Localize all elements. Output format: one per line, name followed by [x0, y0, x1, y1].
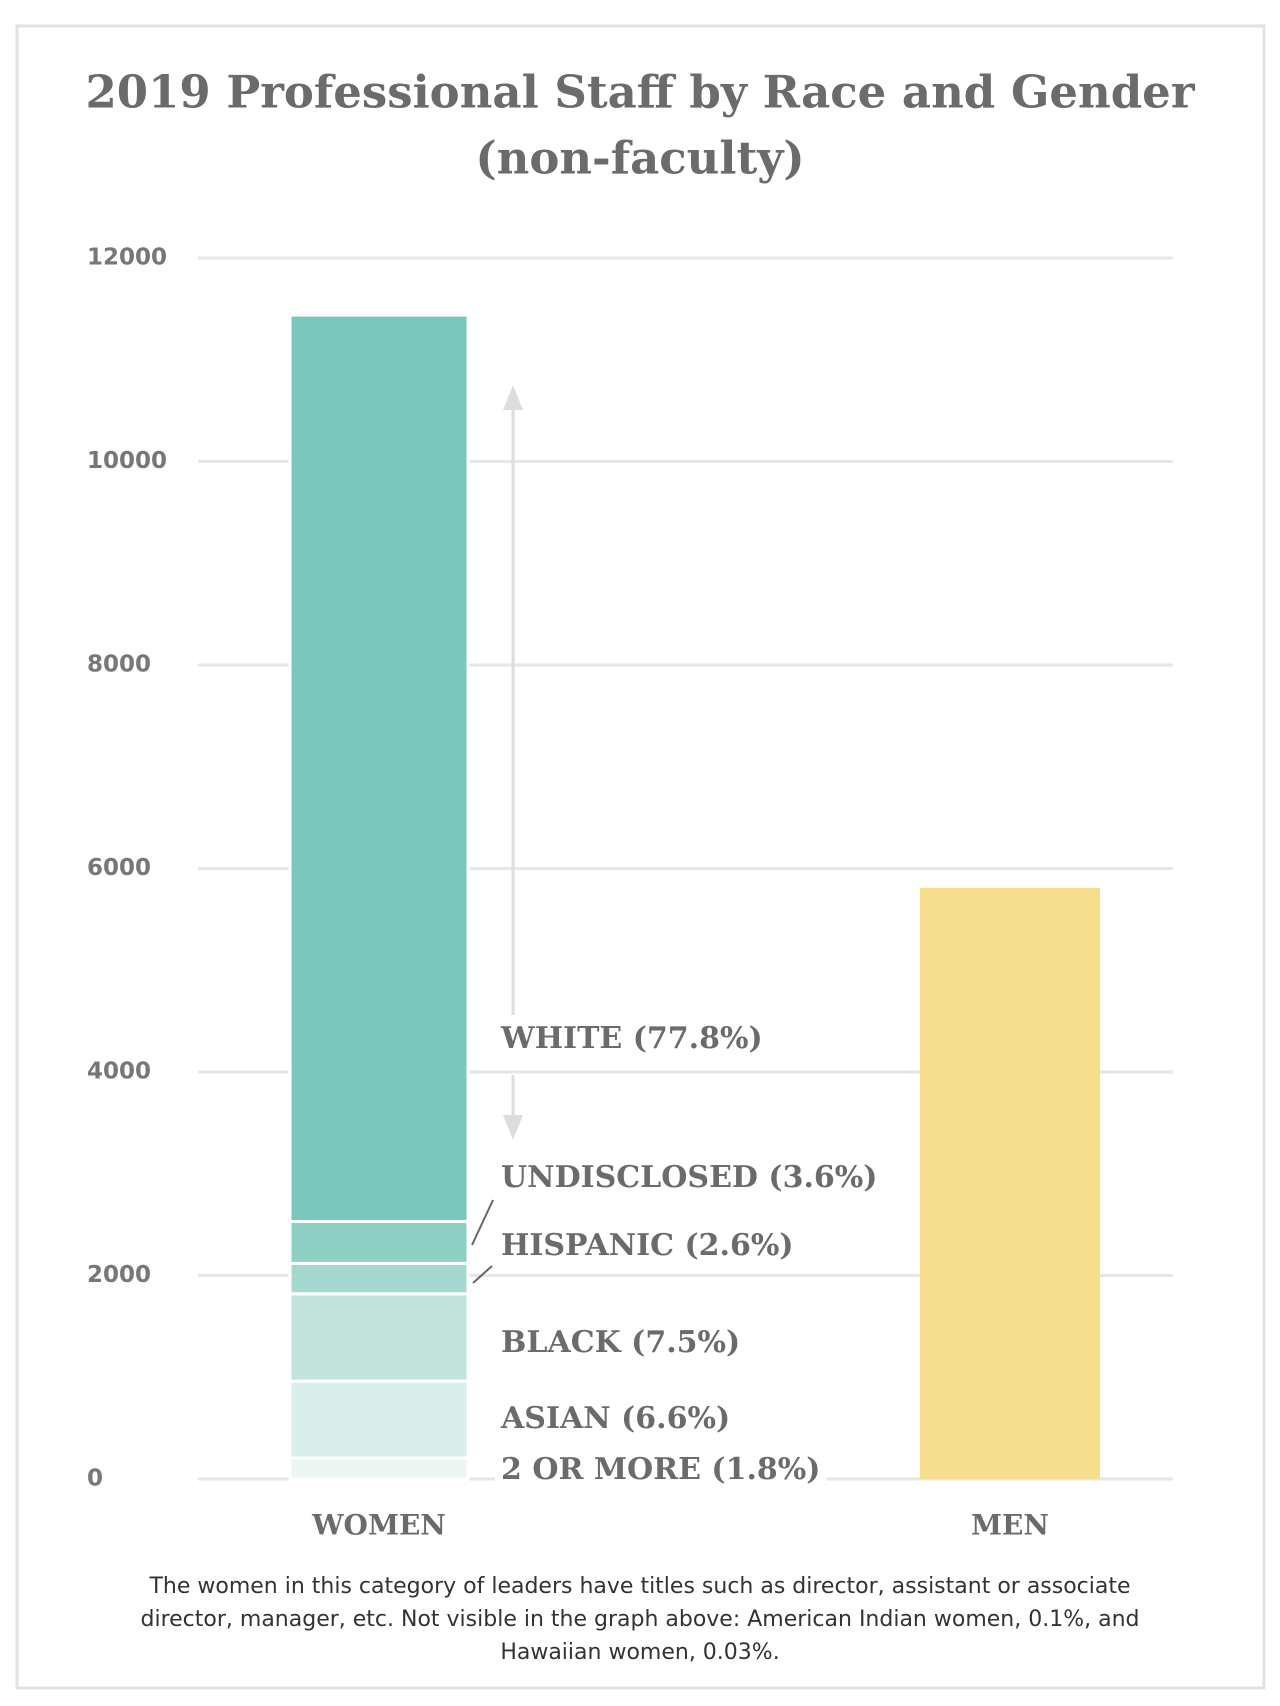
annotations: [471, 385, 523, 1284]
x-tick-label: WOMEN: [311, 1509, 446, 1542]
label-background: [495, 1321, 747, 1364]
y-tick-label: 4000: [87, 1059, 151, 1085]
bar-segment: [288, 313, 470, 1223]
x-tick-label: MEN: [971, 1509, 1049, 1542]
y-tick-label: 8000: [87, 652, 151, 678]
bar-segment: [288, 1456, 470, 1481]
arrow-head: [503, 385, 523, 410]
segment-label: 2 OR MORE (1.8%): [501, 1452, 821, 1487]
y-tick-label: 12000: [87, 245, 167, 271]
bar-segment: [288, 1219, 470, 1265]
bar-segment: [920, 887, 1100, 1479]
label-background: [495, 1156, 884, 1199]
footnote: The women in this category of leaders ha…: [140, 1574, 1140, 1665]
chart-subtitle: (non-faculty): [475, 132, 804, 185]
y-tick-label: 2000: [87, 1262, 151, 1288]
chart-title: 2019 Professional Staff by Race and Gend…: [85, 66, 1195, 119]
bars: WOMEN MEN: [288, 313, 1100, 1542]
y-tick-label: 10000: [87, 448, 167, 474]
segment-label: WHITE (77.8%): [500, 1021, 763, 1056]
leader-line: [472, 1265, 493, 1284]
bar-segment: [288, 1292, 470, 1383]
bar-segment: [288, 1379, 470, 1460]
segment-label: HISPANIC (2.6%): [501, 1228, 794, 1263]
segment-label: BLACK (7.5%): [501, 1325, 740, 1360]
arrow-head: [503, 1115, 523, 1140]
segment-labels: 2 OR MORE (1.8%) ASIAN (6.6%) BLACK (7.5%)…: [494, 1017, 884, 1491]
label-background: [495, 1448, 827, 1491]
label-background: [495, 1224, 800, 1267]
label-background: [494, 1397, 737, 1440]
label-background: [494, 1017, 769, 1060]
y-tick-label: 0: [87, 1466, 103, 1492]
segment-label: ASIAN (6.6%): [500, 1401, 730, 1436]
leader-line: [471, 1199, 494, 1246]
y-tick-label: 6000: [87, 855, 151, 881]
bar-segment: [288, 1261, 470, 1296]
segment-label: UNDISCLOSED (3.6%): [501, 1160, 877, 1195]
